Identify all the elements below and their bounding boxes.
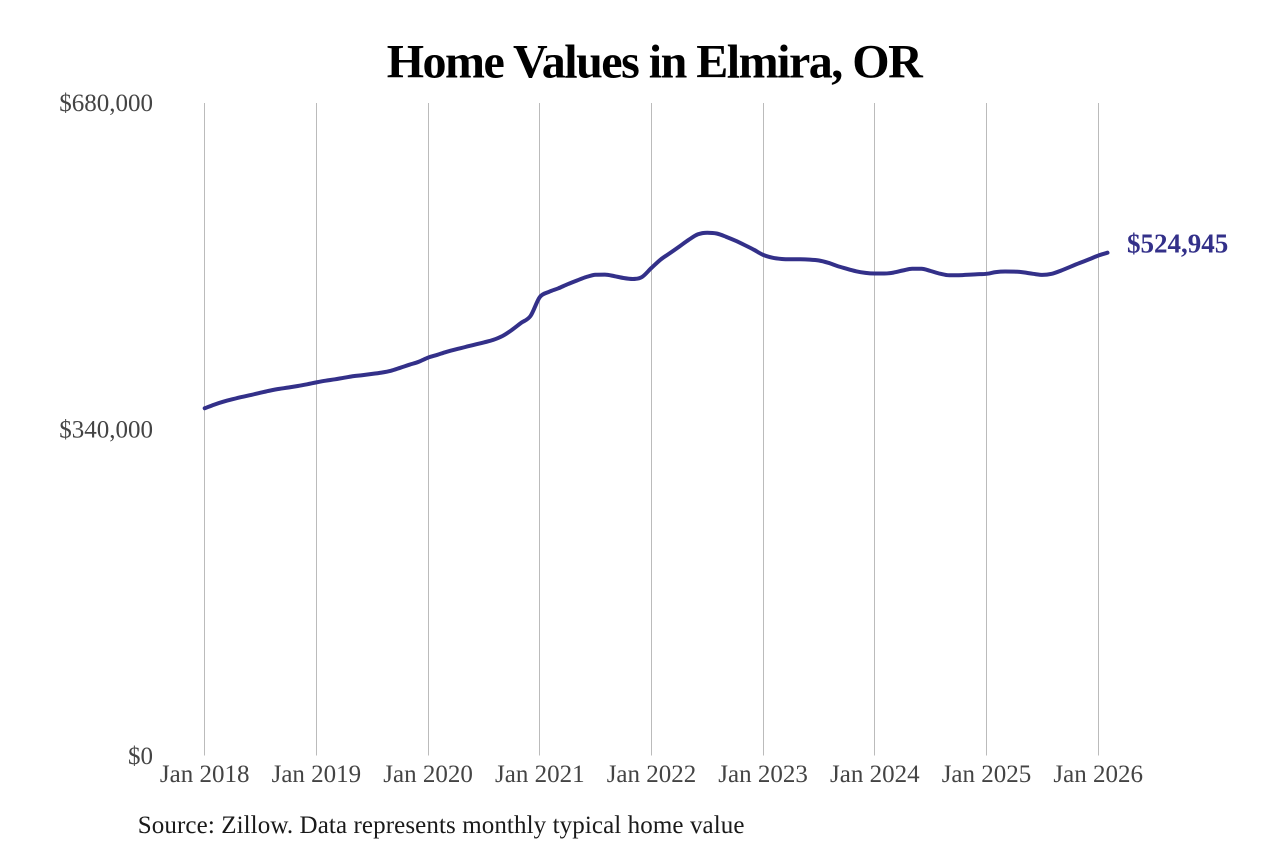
svg-text:Jan 2025: Jan 2025 bbox=[942, 761, 1032, 788]
svg-text:Source: Zillow. Data represent: Source: Zillow. Data represents monthly … bbox=[138, 812, 745, 839]
svg-text:$524,945: $524,945 bbox=[1127, 229, 1228, 259]
svg-text:$680,000: $680,000 bbox=[59, 90, 153, 117]
svg-text:Jan 2024: Jan 2024 bbox=[830, 761, 920, 788]
svg-text:Jan 2021: Jan 2021 bbox=[495, 761, 585, 788]
svg-text:Jan 2020: Jan 2020 bbox=[383, 761, 473, 788]
svg-text:$340,000: $340,000 bbox=[59, 417, 153, 444]
svg-text:Jan 2026: Jan 2026 bbox=[1053, 761, 1143, 788]
svg-text:$0: $0 bbox=[128, 743, 153, 770]
svg-text:Jan 2018: Jan 2018 bbox=[160, 761, 250, 788]
svg-text:Jan 2019: Jan 2019 bbox=[272, 761, 362, 788]
svg-text:Jan 2022: Jan 2022 bbox=[607, 761, 697, 788]
svg-text:Jan 2023: Jan 2023 bbox=[718, 761, 808, 788]
svg-text:Home Values in Elmira, OR: Home Values in Elmira, OR bbox=[387, 36, 924, 89]
